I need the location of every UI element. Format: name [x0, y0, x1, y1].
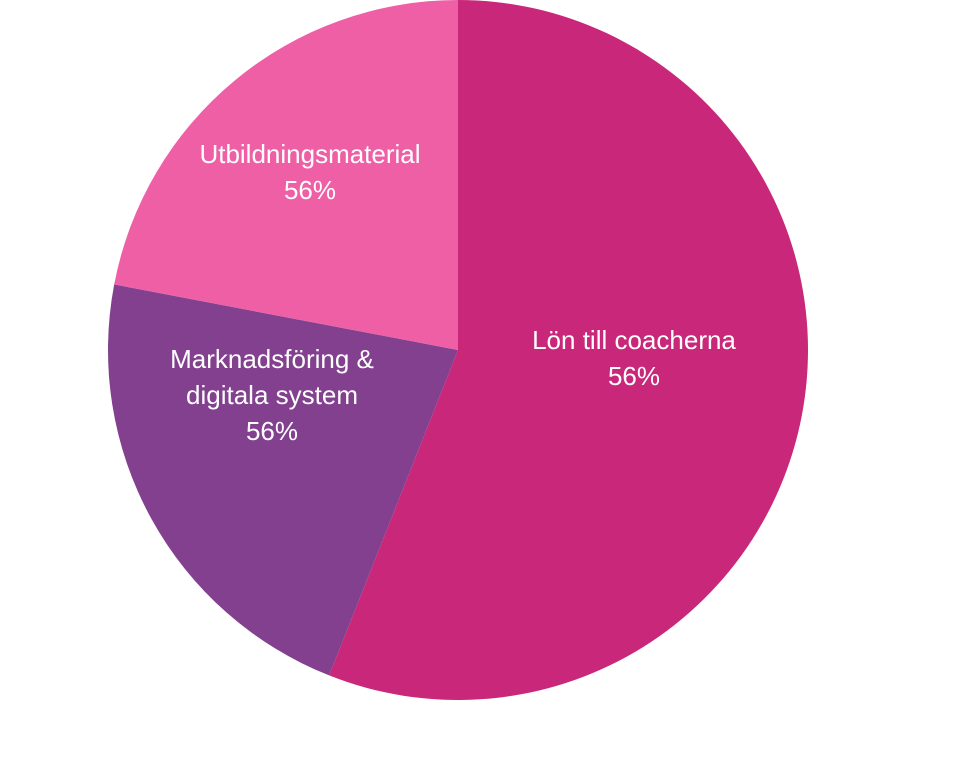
pie-slice: [114, 0, 458, 350]
pie-labels: Lön till coacherna 56% Marknadsföring & dig…: [170, 139, 736, 446]
pie-slice: [108, 284, 458, 676]
slice-value-label: 56%: [284, 175, 336, 205]
slice-label: Utbildningsmaterial 56%: [199, 139, 420, 205]
slice-name-label: Utbildningsmaterial: [199, 139, 420, 169]
slice-value-label: 56%: [246, 416, 298, 446]
slice-label: Marknadsföring & digitala system 56%: [170, 344, 374, 446]
pie-slice: [329, 0, 808, 700]
slice-label: Lön till coacherna 56%: [532, 325, 736, 391]
slice-name-label: Marknadsföring &: [170, 344, 374, 374]
pie-slices: [108, 0, 808, 700]
slice-name-label: Lön till coacherna: [532, 325, 736, 355]
slice-name-label: digitala system: [186, 380, 358, 410]
slice-value-label: 56%: [608, 361, 660, 391]
